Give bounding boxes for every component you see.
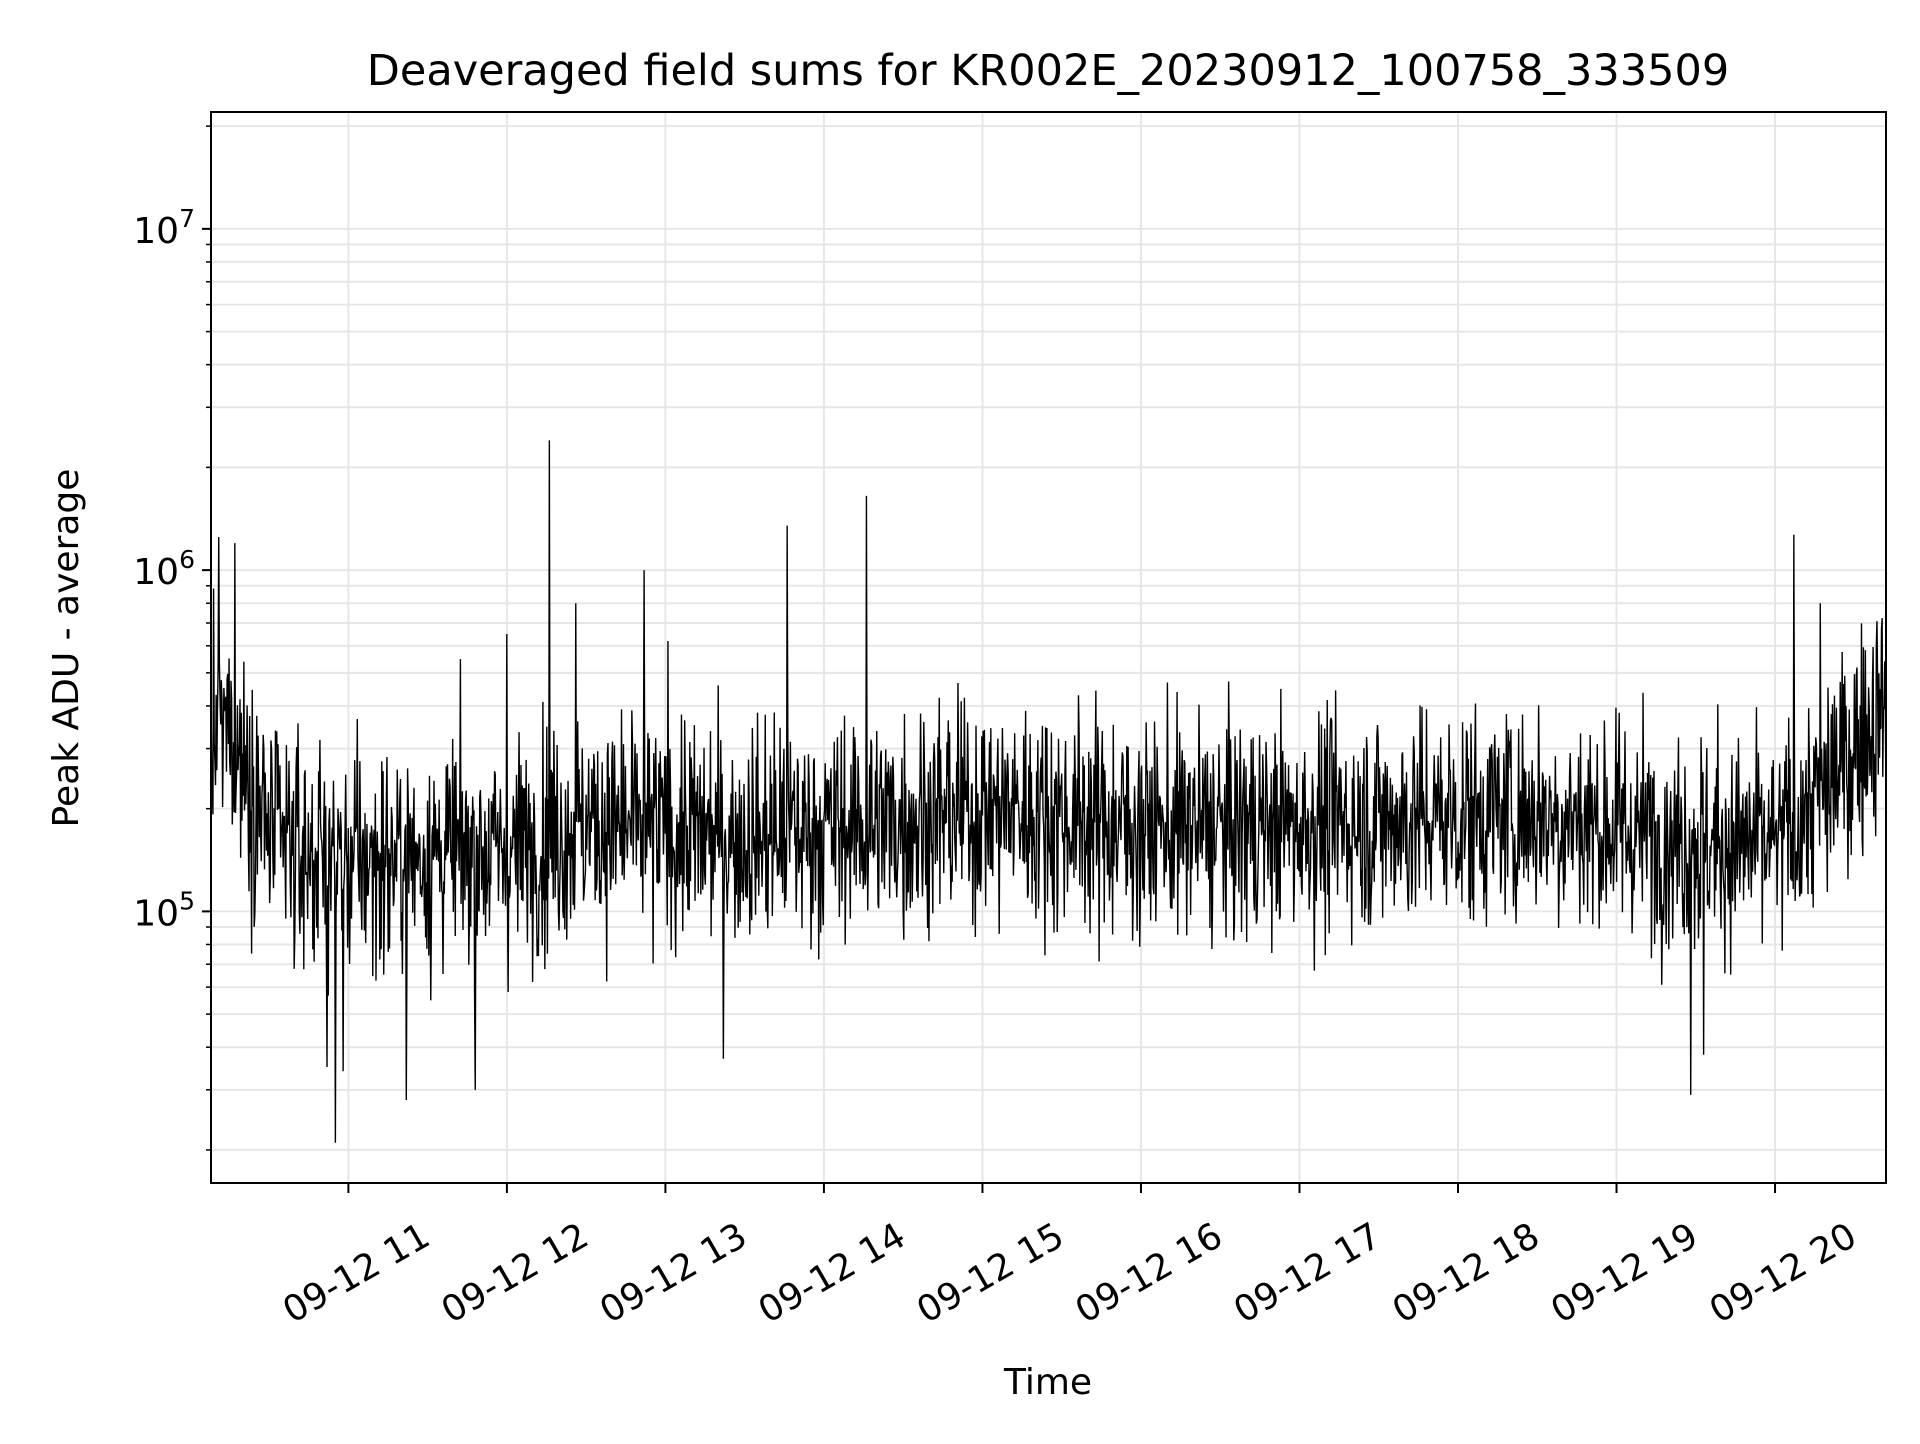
- plot-frame: [210, 111, 1887, 1184]
- y-tick-label: 105: [133, 886, 195, 934]
- y-axis-label: Peak ADU - average: [46, 469, 87, 828]
- series-line: [210, 440, 1887, 1143]
- y-tick-label: 106: [133, 545, 195, 593]
- y-tick-label: 107: [133, 204, 195, 252]
- grid-lines: [211, 112, 1886, 1183]
- chart-title: Deaveraged field sums for KR002E_2023091…: [367, 46, 1729, 96]
- x-axis-label: Time: [1003, 1362, 1092, 1403]
- data-series: [210, 440, 1887, 1143]
